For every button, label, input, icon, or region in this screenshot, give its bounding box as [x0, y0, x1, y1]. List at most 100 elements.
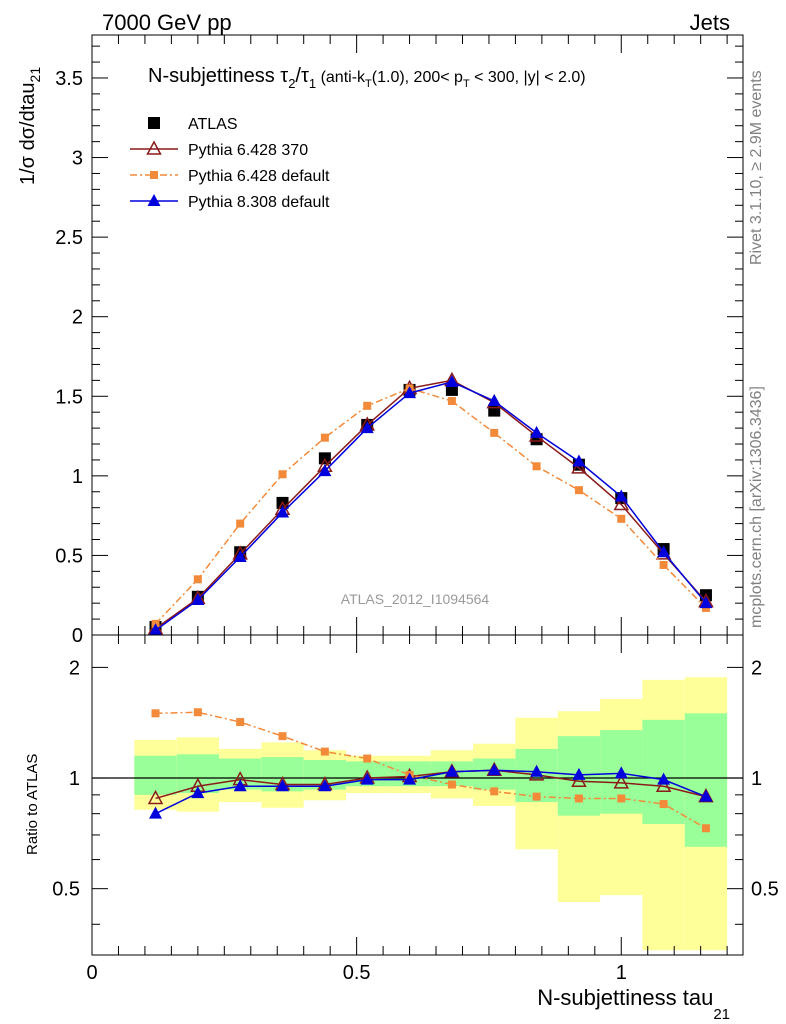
data-point: [574, 486, 583, 495]
data-point: [149, 806, 163, 819]
data-point: [193, 575, 202, 584]
legend-label: Pythia 6.428 370: [188, 142, 308, 159]
data-point: [150, 171, 158, 179]
ratio-axes: 0.5 0.5 1 1 2 2 0 0.5 1: [52, 635, 779, 984]
y-tick-label-right: 2: [751, 657, 762, 679]
rivet-label: Rivet 3.1.10, ≥ 2.9M events: [748, 70, 765, 265]
series-line: [155, 379, 707, 630]
data-point: [487, 394, 501, 407]
title-detail: (1.0), 200< p: [372, 69, 463, 86]
title-detail: (anti-k: [316, 69, 366, 86]
data-point: [701, 824, 710, 833]
data-point: [617, 514, 626, 523]
data-point: [490, 787, 499, 796]
data-point: [146, 140, 162, 155]
data-point: [363, 401, 372, 410]
main-panel: 00.511.522.533.5 N-subjettiness τ2/τ1 (a…: [17, 34, 744, 647]
data-point: [360, 772, 374, 785]
series-line: [155, 769, 707, 800]
data-point: [320, 747, 329, 756]
y-tick-label: 2: [72, 307, 83, 329]
data-point: [236, 718, 245, 727]
legend: ATLAS Pythia 6.428 370 Pythia 6.428 defaul…: [130, 116, 330, 211]
title-part: N-subjettiness τ: [148, 65, 288, 87]
data-point: [617, 794, 626, 803]
y-tick-label: 3.5: [55, 68, 83, 90]
data-point: [530, 764, 544, 777]
data-point: [403, 772, 417, 785]
data-point: [193, 708, 202, 717]
data-point: [149, 623, 163, 636]
data-point: [447, 397, 456, 406]
data-point: [148, 117, 160, 129]
data-point: [276, 505, 290, 518]
legend-label: Pythia 8.308 default: [188, 194, 330, 211]
data-point: [572, 767, 586, 780]
data-point: [276, 779, 290, 792]
x-tick-label: 1: [616, 962, 627, 984]
main-title: N-subjettiness τ2/τ1 (anti-kT(1.0), 200<…: [148, 65, 586, 91]
data-point: [530, 425, 544, 438]
data-point: [233, 550, 247, 563]
title-sub: 2: [288, 76, 295, 91]
ratio-panel: 0.5 0.5 1 1 2 2 0 0.5 1 Ratio to ATLAS N-subjett…: [24, 634, 779, 1023]
data-point: [571, 772, 587, 788]
data-point: [613, 774, 630, 789]
title-sub: T: [463, 78, 470, 90]
title-sub: T: [365, 78, 372, 90]
y-tick-label: 1.5: [55, 386, 83, 408]
data-point: [657, 545, 671, 558]
data-point: [447, 780, 456, 789]
data-point: [571, 459, 587, 474]
series-line: [155, 711, 707, 829]
data-point: [278, 470, 287, 479]
main-axes: 0 0.5 1 1.5 2 2.5 3 3.5: [55, 35, 743, 647]
data-point: [236, 519, 245, 528]
x-tick-label: 0: [86, 962, 97, 984]
title-detail: < 300, |y| < 2.0): [470, 69, 586, 86]
main-y-label: 1/σ dσ/dtau21: [17, 67, 43, 185]
data-point: [445, 764, 459, 777]
data-point: [445, 374, 459, 387]
data-point: [403, 386, 417, 399]
data-point: [318, 779, 332, 792]
y-tick-label: 2.5: [55, 227, 83, 249]
y-tick-label: 1: [69, 768, 80, 790]
data-point: [659, 560, 668, 569]
watermark: ATLAS_2012_I1094564: [341, 591, 490, 607]
x-tick-label: 0.5: [343, 962, 371, 984]
data-point: [320, 433, 329, 442]
data-point: [147, 194, 161, 206]
data-point: [151, 709, 160, 718]
series-line: [155, 769, 707, 815]
data-point: [532, 792, 541, 801]
header-left: 7000 GeV pp: [102, 10, 232, 35]
data-point: [614, 489, 628, 502]
data-point: [574, 794, 583, 803]
data-point: [278, 732, 287, 741]
ratio-plot-frame: [91, 634, 744, 956]
data-point: [363, 754, 372, 763]
data-point: [233, 779, 247, 792]
data-point: [490, 428, 499, 437]
header-right: Jets: [690, 10, 730, 35]
y-tick-label-right: 0.5: [751, 879, 779, 901]
y-label-sub: 21: [27, 67, 43, 83]
mcplots-label: mcplots.cern.ch [arXiv:1306.3436]: [748, 386, 765, 628]
data-point: [659, 799, 668, 808]
data-point: [147, 789, 164, 805]
title-sub: 1: [309, 76, 316, 91]
y-tick-label: 1: [72, 466, 83, 488]
data-point: [655, 777, 672, 792]
ratio-bands: [92, 677, 743, 951]
y-tick-label: 2: [69, 657, 80, 679]
data-point: [360, 421, 374, 434]
y-tick-label: 0: [72, 625, 83, 647]
x-label-sub: 21: [713, 1006, 730, 1023]
data-point: [614, 766, 628, 779]
data-point: [487, 763, 501, 776]
data-point: [613, 495, 630, 511]
data-point: [699, 789, 713, 802]
data-point: [318, 464, 332, 477]
